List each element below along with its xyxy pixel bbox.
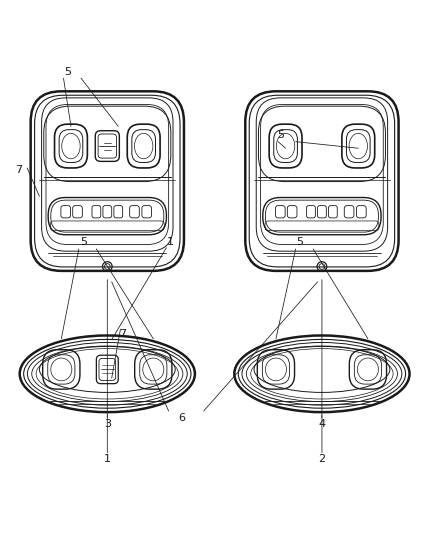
Text: 7: 7 bbox=[119, 329, 126, 340]
FancyBboxPatch shape bbox=[31, 91, 184, 271]
Text: 2: 2 bbox=[318, 454, 325, 464]
Text: 4: 4 bbox=[318, 419, 325, 429]
Text: 5: 5 bbox=[297, 237, 304, 247]
Text: 5: 5 bbox=[64, 67, 71, 77]
Text: 5: 5 bbox=[277, 130, 284, 140]
Ellipse shape bbox=[20, 335, 195, 412]
Text: 5: 5 bbox=[80, 237, 87, 247]
Text: 1: 1 bbox=[167, 237, 174, 247]
FancyBboxPatch shape bbox=[245, 91, 399, 271]
Text: 7: 7 bbox=[15, 165, 22, 175]
Ellipse shape bbox=[234, 335, 410, 412]
Text: 1: 1 bbox=[104, 454, 111, 464]
Text: 3: 3 bbox=[104, 419, 111, 429]
Text: 6: 6 bbox=[178, 413, 185, 423]
